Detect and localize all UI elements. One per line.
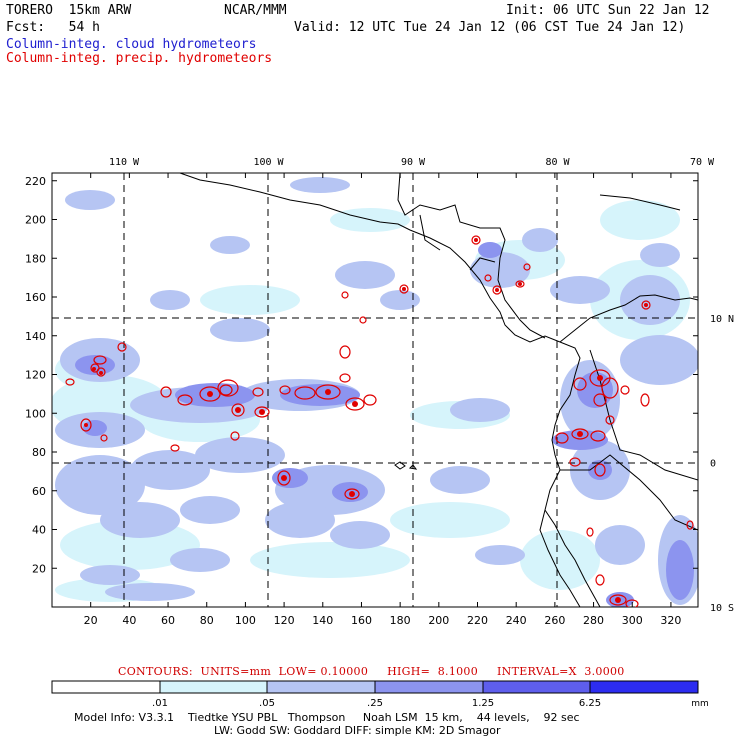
- y-axis-ticks: 220 200 180 160 140 120 100 80 60 40 20: [25, 175, 698, 575]
- cloud-hydrometeor-shading: [52, 177, 698, 607]
- model-name: TORERO 15km ARW: [6, 3, 132, 18]
- x-tick-label: 260: [544, 614, 565, 627]
- init-time: Init: 06 UTC Sun 22 Jan 12: [506, 3, 710, 18]
- y-tick-label: 20: [32, 562, 46, 575]
- latitude-labels: 10 N 0 10 S: [710, 314, 734, 614]
- x-tick-label: 100: [235, 614, 256, 627]
- organization: NCAR/MMM: [224, 3, 287, 18]
- map-frame: [51, 172, 699, 608]
- longitude-label: 80 W: [545, 157, 570, 168]
- x-tick-label: 220: [467, 614, 488, 627]
- legend-unit: mm: [691, 699, 709, 709]
- x-tick-label: 80: [200, 614, 214, 627]
- x-tick-label: 120: [274, 614, 295, 627]
- x-tick-label: 180: [390, 614, 411, 627]
- y-tick-label: 100: [25, 407, 46, 420]
- y-tick-label: 220: [25, 175, 46, 188]
- y-tick-label: 160: [25, 291, 46, 304]
- longitude-label: 100 W: [253, 157, 284, 168]
- x-axis-ticks: 20 40 60 80 100 120 140 160 180 200 220 240 260 280 30…: [84, 173, 681, 627]
- legend-label: 1.25: [472, 698, 494, 709]
- x-tick-label: 240: [506, 614, 527, 627]
- latitude-label: 0: [710, 459, 716, 470]
- precip-contour-cores: [84, 238, 648, 603]
- model-info-line1: Model Info: V3.3.1 Tiedtke YSU PBL Thomp…: [74, 711, 580, 724]
- y-tick-label: 40: [32, 524, 46, 537]
- y-tick-label: 180: [25, 252, 46, 265]
- latitude-label: 10 S: [710, 603, 734, 614]
- y-tick-label: 120: [25, 369, 46, 382]
- x-tick-label: 20: [84, 614, 98, 627]
- legend-colorbar: [51, 680, 699, 694]
- x-tick-label: 300: [622, 614, 643, 627]
- valid-time: Valid: 12 UTC Tue 24 Jan 12 (06 CST Tue …: [294, 20, 686, 35]
- x-tick-label: 60: [161, 614, 175, 627]
- y-tick-label: 80: [32, 446, 46, 459]
- contour-info: CONTOURS: UNITS=mm LOW= 0.10000 HIGH= 8.…: [118, 665, 625, 678]
- legend-label: 6.25: [579, 698, 601, 709]
- longitude-labels: 110 W 100 W 90 W 80 W 70 W: [109, 157, 715, 168]
- x-tick-label: 160: [351, 614, 372, 627]
- field-title-precip: Column-integ. precip. hydrometeors: [6, 51, 273, 66]
- precip-contours: [65, 235, 694, 607]
- y-tick-label: 60: [32, 485, 46, 498]
- legend-label: .25: [367, 698, 383, 709]
- y-tick-label: 140: [25, 330, 46, 343]
- field-title-cloud: Column-integ. cloud hydrometeors: [6, 37, 257, 52]
- legend-labels: .01 .05 .25 1.25 6.25 mm: [152, 698, 709, 709]
- forecast-hour: Fcst: 54 h: [6, 20, 100, 35]
- longitude-label: 110 W: [109, 157, 140, 168]
- longitude-label: 90 W: [401, 157, 426, 168]
- model-info-line2: LW: Godd SW: Goddard DIFF: simple KM: 2D…: [214, 724, 501, 737]
- x-tick-label: 320: [660, 614, 681, 627]
- y-tick-label: 200: [25, 214, 46, 227]
- grid-lines: [52, 173, 698, 607]
- legend-label: .01: [152, 698, 168, 709]
- longitude-label: 70 W: [690, 157, 715, 168]
- x-tick-label: 280: [583, 614, 604, 627]
- legend-label: .05: [259, 698, 275, 709]
- x-tick-label: 40: [122, 614, 136, 627]
- latitude-label: 10 N: [710, 314, 734, 325]
- x-tick-label: 200: [428, 614, 449, 627]
- x-tick-label: 140: [312, 614, 333, 627]
